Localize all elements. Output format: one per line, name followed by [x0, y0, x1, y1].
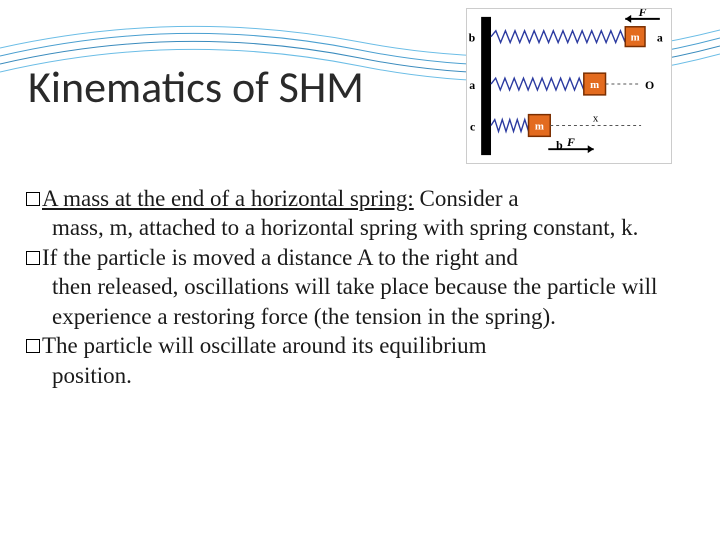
svg-text:m: m — [535, 120, 544, 132]
spring-mass-diagram: bmaFamOcmxFb — [466, 8, 672, 164]
bullet-cont: then released, oscillations will take pl… — [26, 272, 692, 331]
svg-text:x: x — [593, 113, 599, 125]
svg-text:a: a — [469, 78, 475, 92]
bullet-box-icon — [26, 192, 40, 206]
bullet-text: Consider a — [414, 186, 519, 211]
svg-text:c: c — [470, 119, 475, 133]
bullet-text: The particle will oscillate around its e… — [42, 333, 487, 358]
svg-text:O: O — [645, 78, 654, 92]
bullet-box-icon — [26, 339, 40, 353]
svg-text:m: m — [631, 32, 640, 44]
bullet-text: If the particle is moved a distance A to… — [42, 245, 518, 270]
slide-title: Kinematics of SHM — [28, 60, 364, 114]
bullet-cont: mass, m, attached to a horizontal spring… — [26, 213, 692, 242]
bullet-cont: position. — [26, 361, 692, 390]
svg-text:b: b — [556, 138, 563, 152]
svg-text:m: m — [590, 79, 599, 91]
slide-body: A mass at the end of a horizontal spring… — [26, 184, 692, 390]
bullet-lead: A mass at the end of a horizontal spring… — [42, 186, 414, 211]
svg-text:a: a — [657, 31, 663, 45]
svg-text:F: F — [638, 9, 647, 19]
bullet-box-icon — [26, 251, 40, 265]
svg-text:F: F — [566, 135, 575, 149]
svg-text:b: b — [469, 31, 476, 45]
